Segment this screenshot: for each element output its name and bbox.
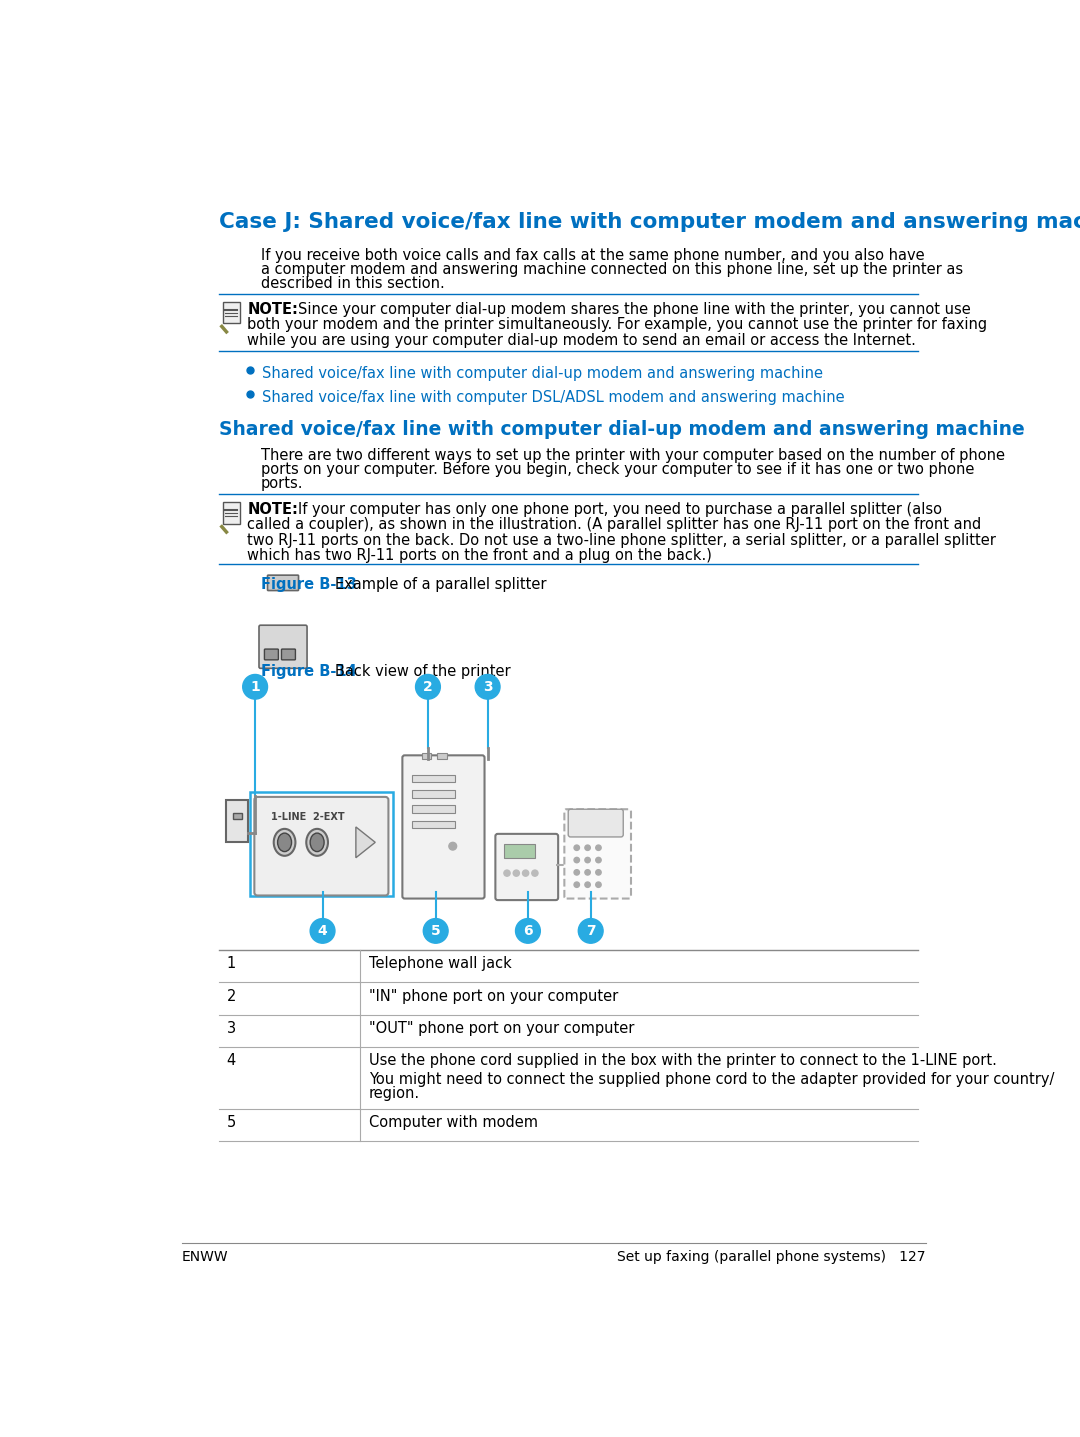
Circle shape: [504, 869, 510, 877]
Bar: [413, 821, 455, 829]
Circle shape: [449, 842, 457, 851]
Bar: [422, 753, 431, 759]
Text: called a coupler), as shown in the illustration. (A parallel splitter has one RJ: called a coupler), as shown in the illus…: [247, 517, 982, 532]
Text: 5: 5: [227, 1115, 235, 1129]
Ellipse shape: [307, 829, 328, 856]
Text: ports.: ports.: [260, 476, 303, 491]
Text: ENWW: ENWW: [181, 1250, 228, 1265]
Text: Since your computer dial-up modem shares the phone line with the printer, you ca: Since your computer dial-up modem shares…: [298, 302, 971, 316]
Text: Shared voice/fax line with computer dial-up modem and answering machine: Shared voice/fax line with computer dial…: [218, 421, 1025, 440]
Text: region.: region.: [369, 1086, 420, 1101]
FancyBboxPatch shape: [282, 650, 296, 660]
Circle shape: [515, 918, 540, 943]
Text: Use the phone cord supplied in the box with the printer to connect to the 1-LINE: Use the phone cord supplied in the box w…: [369, 1053, 997, 1068]
FancyBboxPatch shape: [259, 625, 307, 668]
Text: NOTE:: NOTE:: [247, 302, 298, 316]
Text: which has two RJ-11 ports on the front and a plug on the back.): which has two RJ-11 ports on the front a…: [247, 547, 712, 563]
Circle shape: [578, 918, 603, 943]
Text: If your computer has only one phone port, you need to purchase a parallel splitt: If your computer has only one phone port…: [298, 502, 942, 517]
Text: You might need to connect the supplied phone cord to the adapter provided for yo: You might need to connect the supplied p…: [369, 1072, 1054, 1086]
Circle shape: [475, 674, 500, 700]
Text: 1-LINE  2-EXT: 1-LINE 2-EXT: [271, 812, 345, 822]
Text: while you are using your computer dial-up modem to send an email or access the I: while you are using your computer dial-u…: [247, 332, 916, 348]
Text: Set up faxing (parallel phone systems)   127: Set up faxing (parallel phone systems) 1…: [617, 1250, 926, 1265]
FancyBboxPatch shape: [568, 809, 623, 836]
Text: If you receive both voice calls and fax calls at the same phone number, and you : If you receive both voice calls and fax …: [260, 249, 924, 263]
Circle shape: [575, 858, 580, 862]
Bar: [222, 302, 240, 323]
Text: Computer with modem: Computer with modem: [369, 1115, 538, 1129]
Circle shape: [523, 869, 529, 877]
Circle shape: [423, 918, 448, 943]
Circle shape: [585, 882, 591, 888]
Text: Shared voice/fax line with computer dial-up modem and answering machine: Shared voice/fax line with computer dial…: [262, 365, 823, 381]
Circle shape: [596, 882, 602, 888]
Circle shape: [575, 845, 580, 851]
FancyBboxPatch shape: [268, 575, 298, 591]
Text: 6: 6: [523, 924, 532, 938]
Bar: [222, 502, 240, 523]
Text: 2: 2: [227, 989, 235, 1003]
Ellipse shape: [310, 833, 324, 852]
FancyBboxPatch shape: [255, 798, 389, 895]
Bar: [249, 792, 393, 897]
Text: 1: 1: [227, 956, 235, 971]
Text: two RJ-11 ports on the back. Do not use a two-line phone splitter, a serial spli: two RJ-11 ports on the back. Do not use …: [247, 533, 996, 547]
Text: "OUT" phone port on your computer: "OUT" phone port on your computer: [369, 1020, 634, 1036]
Text: There are two different ways to set up the printer with your computer based on t: There are two different ways to set up t…: [260, 448, 1004, 463]
Circle shape: [585, 845, 591, 851]
FancyBboxPatch shape: [403, 756, 485, 898]
Text: a computer modem and answering machine connected on this phone line, set up the : a computer modem and answering machine c…: [260, 262, 962, 277]
Circle shape: [596, 845, 602, 851]
Circle shape: [243, 674, 268, 700]
Text: Example of a parallel splitter: Example of a parallel splitter: [335, 578, 546, 592]
Text: 4: 4: [318, 924, 327, 938]
Circle shape: [596, 869, 602, 875]
Text: Case J: Shared voice/fax line with computer modem and answering machine: Case J: Shared voice/fax line with compu…: [218, 213, 1080, 233]
Text: both your modem and the printer simultaneously. For example, you cannot use the : both your modem and the printer simultan…: [247, 318, 987, 332]
Text: Back view of the printer: Back view of the printer: [335, 664, 511, 678]
Circle shape: [513, 869, 519, 877]
FancyBboxPatch shape: [265, 650, 279, 660]
Bar: [437, 753, 446, 759]
Text: "IN" phone port on your computer: "IN" phone port on your computer: [369, 989, 618, 1003]
FancyBboxPatch shape: [565, 809, 631, 898]
Bar: [227, 800, 248, 842]
Ellipse shape: [273, 829, 296, 856]
Text: NOTE:: NOTE:: [247, 502, 298, 517]
Text: 3: 3: [483, 680, 492, 694]
Text: Figure B-14: Figure B-14: [260, 664, 356, 678]
Circle shape: [416, 674, 441, 700]
Bar: [232, 813, 242, 819]
Circle shape: [310, 918, 335, 943]
Text: Figure B-13: Figure B-13: [260, 578, 356, 592]
Text: 1: 1: [251, 680, 260, 694]
Bar: [504, 844, 535, 858]
Bar: [413, 805, 455, 813]
Bar: [413, 775, 455, 782]
Text: 3: 3: [227, 1020, 235, 1036]
Text: Telephone wall jack: Telephone wall jack: [369, 956, 512, 971]
Polygon shape: [356, 826, 375, 858]
Circle shape: [575, 882, 580, 888]
Text: ports on your computer. Before you begin, check your computer to see if it has o: ports on your computer. Before you begin…: [260, 461, 974, 477]
Ellipse shape: [278, 833, 292, 852]
Circle shape: [575, 869, 580, 875]
Text: described in this section.: described in this section.: [260, 276, 444, 290]
Text: Shared voice/fax line with computer DSL/ADSL modem and answering machine: Shared voice/fax line with computer DSL/…: [262, 391, 845, 405]
Text: 7: 7: [585, 924, 595, 938]
Text: 5: 5: [431, 924, 441, 938]
Text: 4: 4: [227, 1053, 235, 1068]
FancyBboxPatch shape: [496, 833, 558, 900]
Bar: [413, 790, 455, 798]
Circle shape: [531, 869, 538, 877]
Circle shape: [585, 858, 591, 862]
Text: 2: 2: [423, 680, 433, 694]
Circle shape: [596, 858, 602, 862]
Circle shape: [585, 869, 591, 875]
